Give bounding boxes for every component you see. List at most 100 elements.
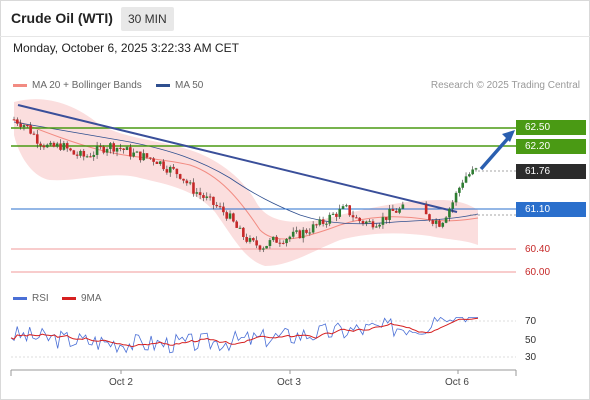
candle-body bbox=[281, 242, 285, 244]
candle-body bbox=[328, 214, 332, 224]
candle-body bbox=[318, 219, 322, 225]
pivot-label: 61.10 bbox=[525, 204, 551, 215]
s2-label: 60.00 bbox=[525, 267, 551, 278]
candle-body bbox=[461, 182, 465, 188]
candle-body bbox=[305, 229, 308, 233]
ma50-label: MA 50 bbox=[175, 80, 204, 91]
timeframe-button[interactable]: 30 MIN bbox=[121, 7, 174, 31]
candle-body bbox=[295, 230, 298, 232]
candle-body bbox=[278, 242, 282, 244]
candle-body bbox=[32, 133, 36, 135]
candle-body bbox=[92, 154, 96, 157]
ma20-label: MA 20 + Bollinger Bands bbox=[32, 80, 142, 91]
candle-body bbox=[45, 144, 49, 148]
candle-body bbox=[371, 221, 375, 228]
x-label-oct2: Oct 2 bbox=[109, 377, 133, 388]
candle-body bbox=[109, 143, 112, 150]
candle-body bbox=[122, 148, 125, 150]
candle-body bbox=[222, 206, 225, 213]
candle-body bbox=[165, 169, 169, 173]
candle-body bbox=[172, 166, 175, 169]
ma50-line bbox=[13, 121, 479, 225]
candle-body bbox=[158, 161, 162, 165]
candle-body bbox=[82, 150, 86, 157]
candle-body bbox=[25, 125, 29, 127]
candle-body bbox=[238, 227, 242, 229]
legend-ma50: MA 50 bbox=[156, 80, 203, 91]
candle-body bbox=[438, 220, 441, 227]
candle-body bbox=[398, 208, 401, 213]
candle-body bbox=[105, 149, 109, 153]
candle-body bbox=[434, 220, 438, 224]
candle-body bbox=[198, 192, 202, 196]
candle-body bbox=[458, 187, 461, 193]
bollinger-band bbox=[14, 99, 478, 266]
s1-label: 60.40 bbox=[525, 244, 551, 255]
candle-body bbox=[424, 204, 428, 215]
candle-body bbox=[341, 206, 345, 209]
candle-body bbox=[202, 195, 205, 198]
legend-ma20: MA 20 + Bollinger Bands bbox=[13, 80, 142, 91]
candle-body bbox=[155, 161, 159, 165]
r1-label: 62.20 bbox=[525, 141, 551, 152]
candle-body bbox=[178, 174, 182, 179]
candle-body bbox=[242, 227, 245, 237]
candle-body bbox=[85, 156, 89, 158]
candle-body bbox=[378, 224, 381, 227]
candle-body bbox=[474, 168, 478, 170]
candle-body bbox=[132, 152, 135, 157]
candle-body bbox=[365, 221, 368, 224]
rsi-swatch bbox=[13, 296, 27, 300]
candle-body bbox=[208, 196, 212, 198]
candle-body bbox=[311, 224, 315, 233]
candle-body bbox=[258, 245, 262, 250]
last-price-label: 61.76 bbox=[525, 166, 551, 177]
candle-body bbox=[95, 146, 99, 155]
candle-body bbox=[468, 174, 471, 177]
candle-body bbox=[188, 182, 192, 184]
candle-body bbox=[168, 166, 172, 173]
candle-body bbox=[301, 229, 305, 239]
candle-body bbox=[185, 180, 189, 184]
candle-body bbox=[39, 143, 42, 146]
candle-body bbox=[145, 153, 149, 158]
chart-header: Crude Oil (WTI) 30 MIN bbox=[0, 0, 590, 37]
candle-body bbox=[35, 134, 39, 144]
rsi-line bbox=[10, 316, 478, 354]
candle-body bbox=[261, 248, 265, 250]
candle-body bbox=[288, 236, 292, 240]
candle-body bbox=[441, 222, 445, 227]
rsi-ma-swatch bbox=[62, 296, 76, 300]
projection-arrowhead bbox=[502, 130, 515, 142]
candle-body bbox=[431, 220, 435, 224]
candle-body bbox=[271, 236, 275, 241]
candle-body bbox=[368, 221, 371, 223]
candle-body bbox=[69, 148, 72, 151]
candle-body bbox=[125, 147, 129, 150]
legend-rsi-ma: 9MA bbox=[62, 293, 102, 304]
pivot-label-box bbox=[516, 202, 586, 217]
candle-body bbox=[361, 221, 365, 224]
r1-label-box bbox=[516, 139, 586, 154]
candle-body bbox=[331, 213, 335, 215]
candle-body bbox=[348, 205, 351, 216]
candle-body bbox=[75, 154, 79, 156]
candle-body bbox=[325, 223, 328, 225]
candle-body bbox=[59, 143, 62, 150]
ma50-swatch bbox=[156, 83, 170, 87]
candle-body bbox=[99, 146, 102, 148]
rsi-label: RSI bbox=[32, 293, 49, 304]
candle-body bbox=[119, 147, 122, 149]
candle-body bbox=[112, 143, 116, 152]
candle-body bbox=[315, 224, 318, 226]
candle-body bbox=[205, 196, 209, 198]
candle-body bbox=[291, 231, 295, 237]
projection-arrow bbox=[479, 134, 512, 171]
candle-body bbox=[175, 168, 179, 175]
candle-body bbox=[454, 192, 458, 203]
candle-body bbox=[72, 150, 76, 155]
candle-body bbox=[22, 125, 26, 127]
candle-body bbox=[148, 157, 152, 159]
candle-body bbox=[16, 119, 19, 124]
